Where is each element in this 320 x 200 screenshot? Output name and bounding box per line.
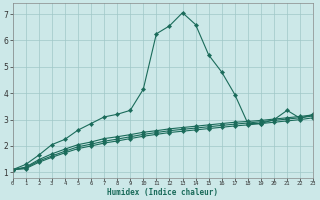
X-axis label: Humidex (Indice chaleur): Humidex (Indice chaleur) xyxy=(108,188,218,197)
